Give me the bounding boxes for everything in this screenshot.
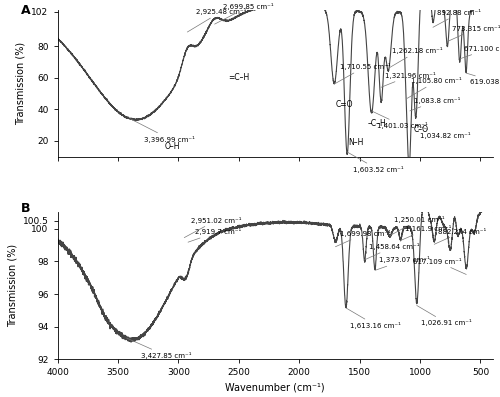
Text: 1,034.82 cm⁻¹: 1,034.82 cm⁻¹ bbox=[416, 125, 470, 139]
Text: 1,250.01 cm⁻¹: 1,250.01 cm⁻¹ bbox=[390, 216, 444, 236]
Text: B: B bbox=[20, 202, 30, 215]
Text: 1,613.16 cm⁻¹: 1,613.16 cm⁻¹ bbox=[346, 308, 401, 329]
Text: 1,262.18 cm⁻¹: 1,262.18 cm⁻¹ bbox=[388, 47, 443, 68]
Text: 1,026.91 cm⁻¹: 1,026.91 cm⁻¹ bbox=[416, 305, 472, 326]
Y-axis label: Transmission (%): Transmission (%) bbox=[16, 42, 26, 125]
Text: 671.100 cm⁻¹: 671.100 cm⁻¹ bbox=[460, 46, 500, 59]
Text: 892.88 cm⁻¹: 892.88 cm⁻¹ bbox=[433, 10, 481, 27]
Text: 1,105.80 cm⁻¹: 1,105.80 cm⁻¹ bbox=[407, 77, 462, 98]
Text: 2,925.48 cm⁻¹: 2,925.48 cm⁻¹ bbox=[188, 8, 246, 32]
Text: 1,699.98 cm⁻¹: 1,699.98 cm⁻¹ bbox=[336, 230, 390, 247]
Text: O–H: O–H bbox=[164, 142, 180, 151]
Text: –C–H: –C–H bbox=[367, 119, 386, 128]
Text: 1,161.9 cm⁻¹: 1,161.9 cm⁻¹ bbox=[400, 225, 451, 241]
Text: 1,710.55 cm⁻¹: 1,710.55 cm⁻¹ bbox=[334, 63, 390, 84]
Text: 617.109 cm⁻¹: 617.109 cm⁻¹ bbox=[414, 259, 467, 274]
Text: A: A bbox=[20, 4, 30, 17]
Text: 1,401.03 cm⁻¹: 1,401.03 cm⁻¹ bbox=[372, 111, 428, 129]
Text: 1,603.52 cm⁻¹: 1,603.52 cm⁻¹ bbox=[347, 152, 404, 173]
Y-axis label: Transmission (%): Transmission (%) bbox=[7, 244, 17, 328]
Text: 3,396.99 cm⁻¹: 3,396.99 cm⁻¹ bbox=[130, 119, 195, 143]
Text: 1,458.64 cm⁻¹: 1,458.64 cm⁻¹ bbox=[364, 243, 419, 260]
Text: 3,427.85 cm⁻¹: 3,427.85 cm⁻¹ bbox=[126, 338, 191, 359]
Text: 619.038 cm⁻¹: 619.038 cm⁻¹ bbox=[466, 73, 500, 85]
Text: 882.274 cm⁻¹: 882.274 cm⁻¹ bbox=[434, 229, 486, 244]
Text: 2,919.7 cm⁻¹: 2,919.7 cm⁻¹ bbox=[188, 228, 241, 242]
Text: 773.315 cm⁻¹: 773.315 cm⁻¹ bbox=[448, 26, 500, 42]
Text: 1,083.8 cm⁻¹: 1,083.8 cm⁻¹ bbox=[410, 97, 461, 111]
Text: 1,321.96 cm⁻¹: 1,321.96 cm⁻¹ bbox=[381, 72, 436, 87]
Text: =C–H: =C–H bbox=[228, 73, 249, 82]
Text: N–H: N–H bbox=[348, 138, 364, 147]
Text: 2,951.02 cm⁻¹: 2,951.02 cm⁻¹ bbox=[184, 217, 242, 238]
Text: C–O: C–O bbox=[414, 125, 429, 134]
X-axis label: Wavenumber (cm⁻¹): Wavenumber (cm⁻¹) bbox=[225, 383, 325, 393]
Text: C=O: C=O bbox=[336, 100, 353, 109]
Text: 2,699.85 cm⁻¹: 2,699.85 cm⁻¹ bbox=[214, 3, 274, 24]
Text: 1,373.07 cm⁻¹: 1,373.07 cm⁻¹ bbox=[375, 256, 430, 270]
